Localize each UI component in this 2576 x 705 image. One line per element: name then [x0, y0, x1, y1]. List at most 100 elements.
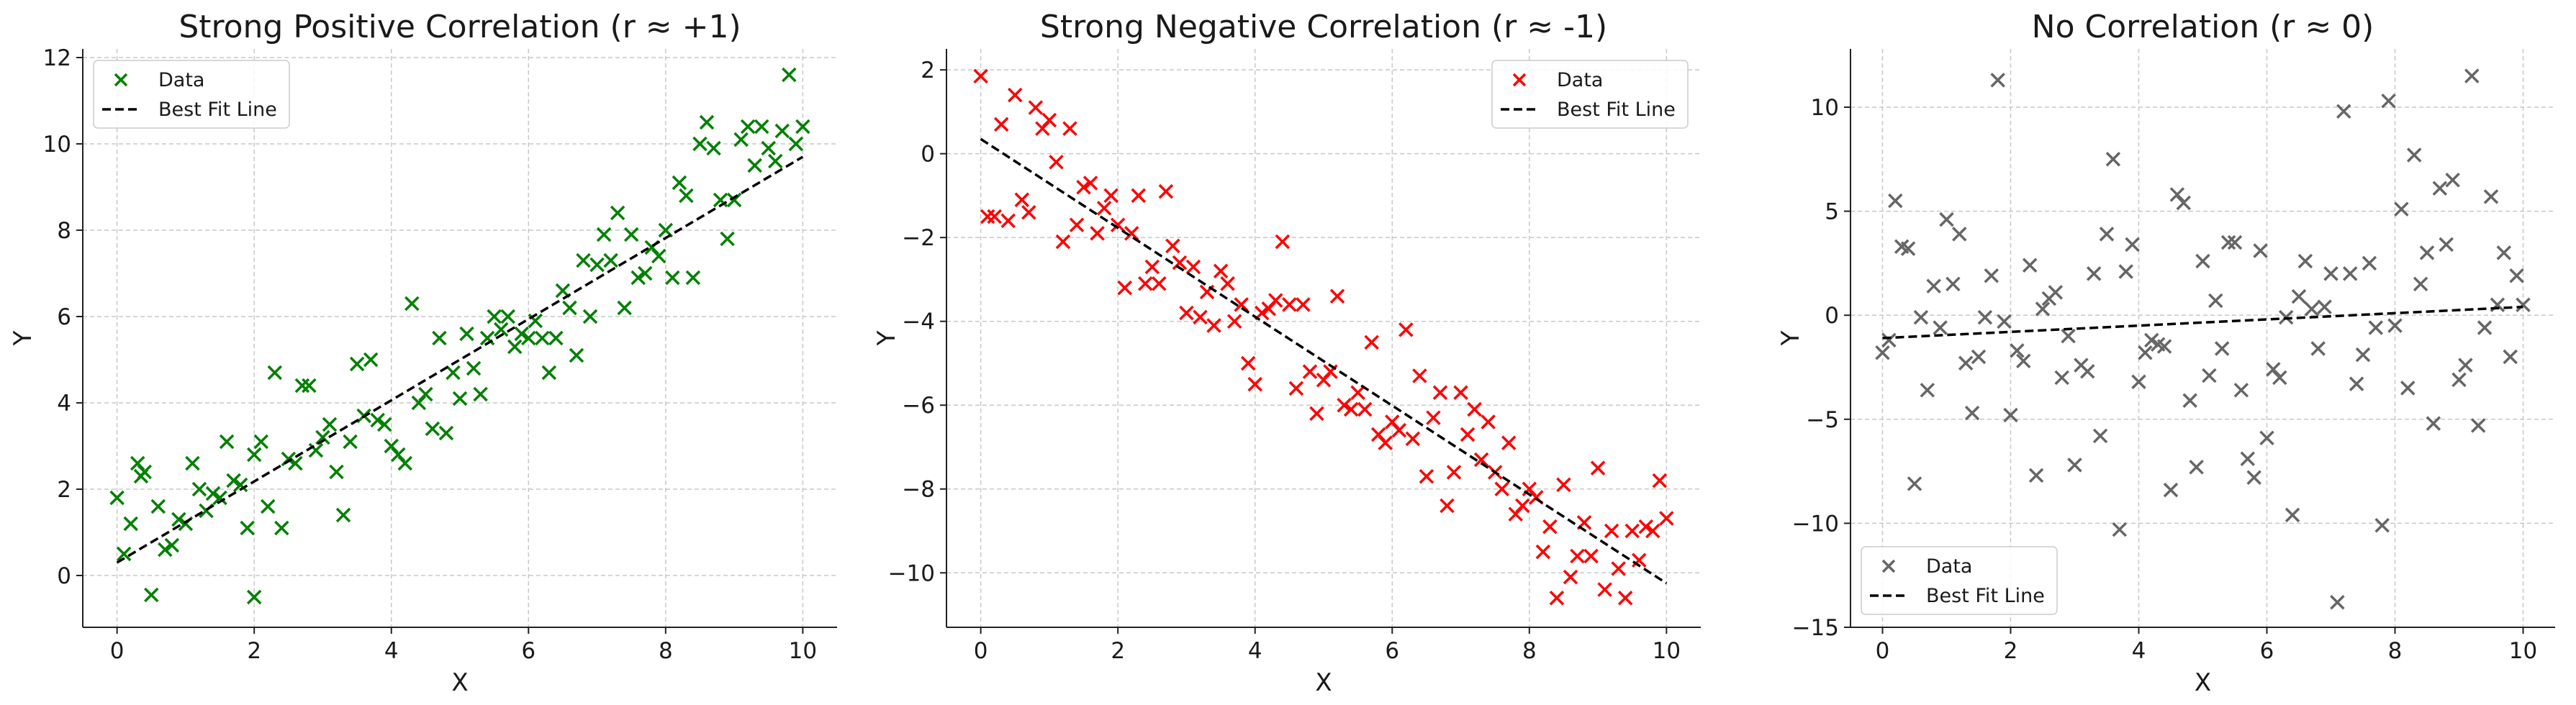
data-point: [1875, 345, 1890, 360]
data-point: [720, 231, 735, 247]
data-point: [2016, 353, 2031, 369]
data-point: [1984, 268, 1999, 283]
data-point: [2176, 195, 2192, 211]
data-point: [2246, 470, 2261, 486]
data-point: [1412, 368, 1427, 383]
data-point: [466, 360, 482, 376]
data-point: [788, 136, 804, 152]
x-tick-label: 2: [2004, 638, 2018, 664]
data-point: [2035, 301, 2051, 317]
data-point: [1179, 305, 1194, 321]
data-point: [232, 477, 248, 493]
data-point: [1165, 238, 1180, 254]
data-point: [1117, 280, 1132, 296]
data-point: [246, 589, 262, 605]
data-point: [651, 248, 666, 264]
data-point: [1583, 548, 1599, 564]
data-point: [1083, 176, 1098, 191]
data-point: [747, 158, 762, 173]
data-point: [2156, 339, 2172, 354]
legend-marker-data: [114, 73, 128, 87]
data-point: [1069, 217, 1085, 232]
data-point: [370, 412, 385, 428]
x-tick-label: 0: [974, 638, 988, 664]
data-point: [1041, 112, 1057, 128]
data-point: [1453, 385, 1468, 400]
data-point: [603, 253, 618, 268]
data-point: [109, 490, 125, 506]
data-point: [2010, 343, 2025, 358]
data-point: [1008, 87, 1023, 103]
best-fit-line: [116, 155, 804, 564]
data-point: [2387, 318, 2403, 333]
legend-box: [93, 60, 290, 129]
y-tick-label: 10: [43, 132, 71, 158]
data-point: [1494, 481, 1509, 496]
x-tick-label: 6: [1385, 638, 1399, 664]
data-point: [2086, 266, 2102, 281]
legend-label-fit: Best Fit Line: [1557, 99, 1676, 121]
legend-marker-data: [1512, 73, 1527, 87]
data-point: [2067, 458, 2082, 473]
data-point: [1958, 355, 1974, 370]
data-point: [1391, 422, 1407, 438]
data-point: [2112, 522, 2128, 537]
data-point: [2259, 430, 2274, 446]
data-point: [1926, 278, 1941, 294]
x-tick-label: 4: [384, 638, 399, 664]
data-point: [1549, 590, 1565, 606]
data-point: [1964, 405, 1980, 421]
data-point: [631, 270, 646, 286]
data-point: [2310, 341, 2326, 356]
data-point: [795, 119, 810, 135]
data-point: [535, 330, 550, 346]
data-point: [1570, 548, 1585, 564]
chart-title: Strong Positive Correlation (r ≈ +1): [178, 9, 741, 45]
data-point: [1103, 188, 1118, 204]
y-axis-label: Y: [872, 330, 901, 346]
data-point: [2432, 181, 2448, 196]
data-point: [2503, 349, 2518, 365]
y-axis-label: Y: [9, 330, 37, 346]
data-point: [521, 330, 536, 346]
data-point: [205, 486, 221, 501]
data-point: [1076, 180, 1091, 195]
data-point: [2439, 237, 2454, 253]
data-point: [507, 339, 523, 355]
data-point: [1440, 498, 1455, 514]
x-tick-label: 4: [1248, 638, 1262, 664]
data-point: [1131, 188, 1146, 204]
data-point: [2483, 189, 2499, 204]
data-point: [150, 499, 166, 514]
legend: Data Best Fit Line: [93, 60, 290, 129]
best-fit-line: [1882, 305, 2523, 340]
data-point: [1638, 519, 1654, 535]
data-point: [2291, 288, 2307, 304]
data-point: [1343, 401, 1359, 417]
grid-lines: [1850, 49, 2555, 628]
data-point: [2233, 383, 2249, 398]
data-point: [1990, 73, 2005, 88]
x-tick-label: 8: [659, 638, 673, 664]
data-point: [2022, 258, 2038, 273]
data-point: [1302, 364, 1318, 379]
data-point: [308, 442, 324, 458]
data-point: [514, 326, 529, 342]
data-point: [2336, 104, 2351, 119]
data-point: [1542, 519, 1558, 535]
data-point: [2419, 245, 2435, 260]
data-point: [2163, 482, 2179, 498]
x-axis-label: X: [1315, 668, 1332, 697]
data-point: [2470, 418, 2486, 433]
data-point: [2317, 299, 2332, 314]
data-point: [1900, 241, 1916, 256]
data-point: [2003, 407, 2018, 423]
data-point: [405, 296, 420, 311]
data-point: [1501, 435, 1517, 450]
data-point: [2394, 201, 2409, 217]
data-point: [459, 326, 474, 342]
legend-label-data: Data: [1926, 555, 1972, 578]
data-point: [541, 365, 557, 381]
data-point: [2118, 264, 2133, 279]
